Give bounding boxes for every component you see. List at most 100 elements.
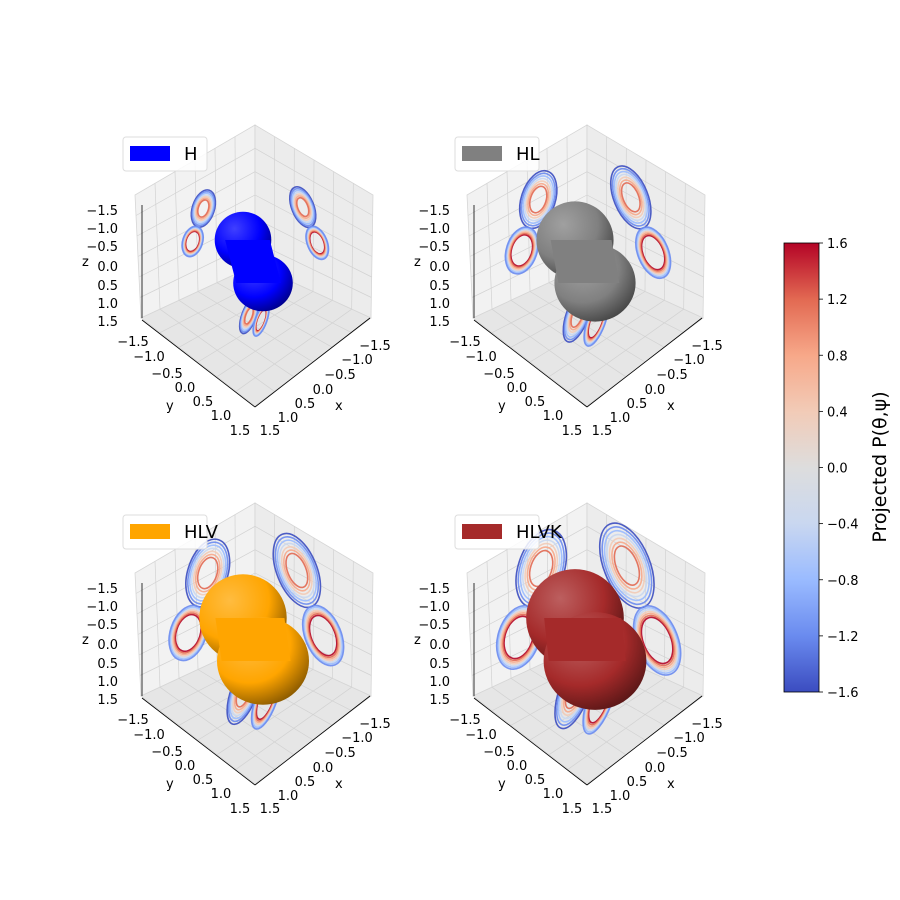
contour-line: [193, 194, 213, 223]
colorbar-tick-label: 1.6: [827, 237, 848, 252]
legend-label: HL: [516, 144, 540, 165]
z-tick-label: −1.5: [418, 582, 450, 597]
colorbar-tick-label: 0.4: [827, 405, 848, 420]
contour-line: [195, 197, 211, 220]
contour-line: [308, 614, 338, 657]
surface-hl: [536, 201, 636, 322]
y-axis-line: [473, 697, 588, 786]
colorbar-tick-label: −0.8: [827, 574, 859, 589]
y-tick-label: 0.0: [175, 381, 196, 396]
subplot-hl: −1.5−1.0−0.50.00.51.01.5−1.5−1.0−0.50.00…: [414, 124, 723, 439]
contour-line: [618, 179, 643, 216]
y-tick-label: 1.5: [562, 802, 583, 817]
y-tick-label: 0.5: [193, 773, 214, 788]
y-tick-label: 0.0: [175, 759, 196, 774]
y-axis-line: [141, 697, 256, 786]
colorbar-tick-label: 1.2: [827, 293, 848, 308]
contour-line: [301, 604, 345, 667]
contour-line: [307, 613, 339, 659]
grid-line: [154, 183, 161, 310]
contour-line: [276, 539, 318, 602]
contour-line: [520, 172, 556, 227]
x-tick-label: −1.5: [359, 339, 391, 354]
contour-line: [525, 180, 551, 219]
legend-label: HLV: [184, 522, 219, 543]
z-tick-label: 0.0: [97, 638, 118, 653]
grid: [135, 136, 373, 392]
x-tick-label: 1.5: [592, 424, 613, 439]
x-tick-label: −0.5: [656, 746, 688, 761]
contour-line: [608, 537, 646, 594]
x-axis-label: x: [667, 777, 675, 792]
x-tick-label: 0.5: [295, 397, 316, 412]
legend-swatch: [462, 524, 502, 539]
subplot-h: −1.5−1.0−0.50.00.51.01.5−1.5−1.0−0.50.00…: [82, 124, 391, 439]
contours-right-pane: [272, 532, 345, 667]
grid-line: [351, 561, 354, 688]
contour-line: [617, 176, 645, 219]
x-tick-label: −1.0: [341, 731, 373, 746]
contour-line: [295, 196, 310, 218]
contour-line: [613, 545, 641, 586]
contours-right-pane: [609, 165, 672, 280]
contours-left-pane: [181, 189, 217, 258]
x-tick-label: −1.5: [359, 717, 391, 732]
y-tick-label: 1.0: [211, 409, 232, 424]
x-axis-line: [254, 695, 371, 786]
contour-line: [510, 234, 534, 267]
contour-line: [196, 556, 219, 590]
contour-line: [522, 175, 555, 224]
x-tick-label: −0.5: [656, 368, 688, 383]
y-tick-label: −1.0: [133, 350, 165, 365]
contour-line: [611, 541, 643, 590]
z-tick-label: 0.0: [429, 638, 450, 653]
y-tick-label: −1.0: [133, 728, 165, 743]
contour-line: [181, 225, 205, 258]
colorbar-tick-label: 0.8: [827, 349, 848, 364]
legend-label: HLVK: [516, 522, 563, 543]
z-tick-label: 1.0: [97, 297, 118, 312]
x-axis-line: [586, 317, 703, 408]
contour-line: [192, 192, 215, 225]
surface-hlvk: [526, 569, 647, 710]
contour-line: [188, 544, 227, 602]
colorbar-tick-label: −0.4: [827, 518, 859, 533]
contour-line: [639, 233, 667, 272]
z-tick-label: 1.5: [97, 315, 118, 330]
contour-line: [194, 195, 212, 222]
y-tick-label: −1.0: [465, 728, 497, 743]
x-tick-label: −0.5: [324, 746, 356, 761]
z-tick-label: 1.0: [97, 675, 118, 690]
contour-line: [294, 195, 311, 220]
y-axis-label: y: [166, 399, 174, 414]
contours-right-pane: [288, 185, 330, 261]
z-tick-label: −0.5: [418, 240, 450, 255]
contour-line: [191, 190, 216, 227]
z-tick-label: 0.5: [429, 657, 450, 672]
y-tick-label: 1.5: [230, 424, 251, 439]
grid-line: [154, 561, 161, 688]
colorbar-label: Projected P(θ,ψ): [869, 391, 891, 542]
contour-line: [285, 552, 309, 589]
x-tick-label: 1.0: [610, 411, 631, 426]
colorbar-fill: [783, 242, 820, 693]
grid-line: [683, 183, 686, 310]
y-tick-label: −1.5: [117, 335, 149, 350]
contour-line: [528, 549, 554, 588]
contour-line: [304, 608, 343, 664]
x-tick-label: 1.5: [592, 802, 613, 817]
grid-line: [683, 561, 686, 688]
x-tick-label: −1.5: [691, 717, 723, 732]
z-tick-label: −0.5: [86, 240, 118, 255]
colorbar-tick-label: −1.6: [827, 686, 859, 701]
contour-line: [523, 177, 553, 222]
z-tick-label: 1.0: [429, 675, 450, 690]
z-tick-label: −0.5: [86, 618, 118, 633]
y-tick-label: −1.5: [449, 713, 481, 728]
contour-line: [636, 229, 670, 277]
x-axis-label: x: [335, 399, 343, 414]
contour-line: [274, 536, 320, 605]
x-tick-label: 0.5: [627, 397, 648, 412]
contour-line: [172, 610, 205, 656]
z-tick-label: 1.5: [429, 315, 450, 330]
